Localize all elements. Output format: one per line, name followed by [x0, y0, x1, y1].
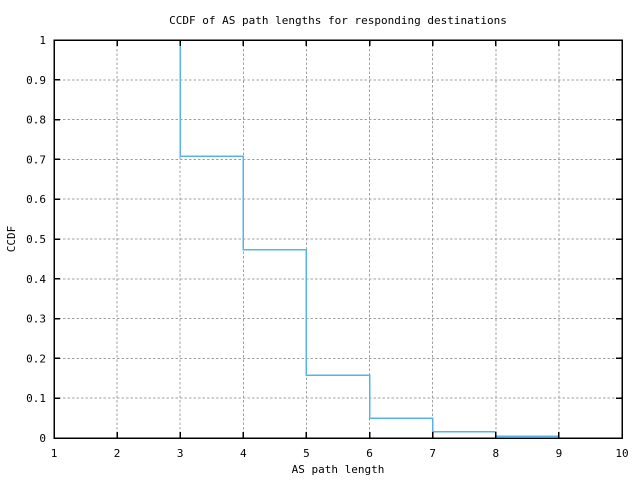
x-tick-label: 7: [429, 447, 436, 460]
tick-labels: 1 2 3 4 5 6 7 8 9 10 0 0.1 0.2 0.3 0.4 0.5 0.6 0.7 0.8 0.9 1: [26, 34, 629, 460]
x-tick-label: 8: [492, 447, 499, 460]
y-tick-label: 0.3: [26, 313, 46, 326]
y-axis-label: CCDF: [5, 226, 18, 253]
y-tick-label: 0: [39, 432, 46, 445]
y-tick-label: 0.1: [26, 392, 46, 405]
x-tick-label: 4: [240, 447, 247, 460]
y-tick-label: 0.8: [26, 114, 46, 127]
y-tick-label: 0.2: [26, 352, 46, 365]
y-tick-label: 0.9: [26, 74, 46, 87]
x-tick-label: 2: [114, 447, 121, 460]
x-tick-label: 10: [615, 447, 628, 460]
y-tick-label: 0.5: [26, 233, 46, 246]
axes-and-ticks: [53, 39, 623, 439]
y-tick-label: 0.6: [26, 193, 46, 206]
y-tick-label: 0.4: [26, 273, 46, 286]
y-tick-label: 1: [39, 34, 46, 47]
y-tick-label: 0.7: [26, 153, 46, 166]
x-axis-label: AS path length: [292, 463, 385, 476]
x-tick-label: 1: [51, 447, 58, 460]
grid-lines: [54, 40, 622, 438]
x-tick-label: 6: [366, 447, 373, 460]
x-tick-label: 5: [303, 447, 310, 460]
x-tick-label: 9: [556, 447, 563, 460]
x-tick-label: 3: [177, 447, 184, 460]
chart-title: CCDF of AS path lengths for responding d…: [169, 14, 507, 27]
